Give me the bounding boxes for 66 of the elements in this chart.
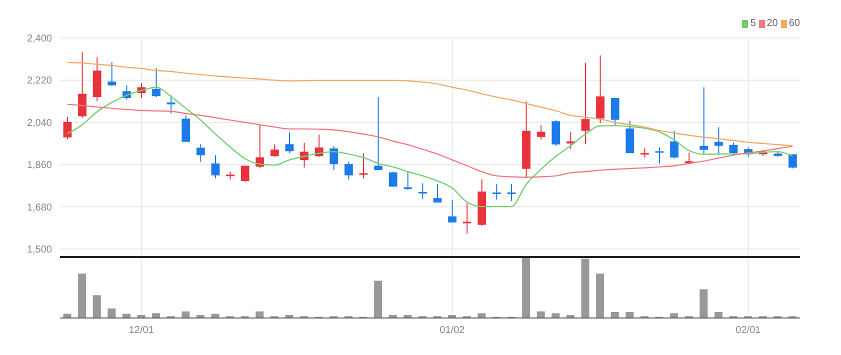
bar [256, 311, 264, 318]
bar [78, 274, 86, 318]
bar [596, 274, 604, 318]
legend-label: 5 [750, 18, 756, 29]
candlestick [596, 54, 604, 124]
candlestick [374, 96, 382, 170]
candlestick [581, 62, 590, 145]
candlestick [240, 165, 250, 182]
x-tick-label: 12/01 [128, 325, 154, 336]
candlestick [78, 52, 86, 118]
bar [374, 280, 382, 318]
candlestick [610, 98, 620, 126]
candlestick [729, 142, 738, 155]
bar [714, 312, 722, 318]
bar [108, 308, 116, 318]
bar [670, 313, 678, 318]
candlestick [285, 132, 294, 154]
bar [552, 313, 560, 318]
bar [581, 258, 590, 318]
y-tick-label: 1,680 [26, 202, 52, 214]
candlestick [404, 171, 412, 190]
candlestick [166, 94, 176, 114]
y-tick-label: 2,220 [26, 76, 52, 87]
legend-label: 20 [766, 18, 778, 29]
bar [152, 313, 160, 318]
candlestick [492, 184, 501, 200]
legend-label: 60 [788, 18, 800, 29]
candlestick [388, 171, 398, 188]
candlestick [182, 114, 190, 142]
candlestick [433, 184, 442, 204]
candlestick [552, 120, 560, 147]
candlestick [152, 68, 160, 98]
y-tick-label: 1,860 [26, 160, 52, 172]
candlestick [700, 86, 708, 155]
y-tick-label: 2,040 [26, 118, 52, 129]
candlestick [196, 144, 205, 162]
candlestick [270, 144, 279, 158]
bar [700, 289, 708, 318]
bar [522, 258, 530, 318]
candlestick [211, 154, 220, 179]
line-series [66, 62, 794, 146]
candlestick [448, 199, 456, 223]
candlestick [536, 124, 546, 140]
candlestick [359, 152, 368, 179]
candlestick [462, 202, 472, 234]
candlestick [788, 154, 797, 169]
bar [536, 311, 545, 318]
candlestick [640, 148, 649, 158]
candlestick [330, 146, 338, 170]
candlestick [418, 182, 427, 200]
bar [610, 312, 619, 318]
candlestick [714, 126, 723, 155]
y-tick-label: 2,400 [26, 34, 52, 45]
bar [626, 312, 634, 318]
x-tick-label: 01/02 [440, 325, 466, 336]
candlestick [344, 161, 353, 180]
candlestick [63, 116, 72, 140]
candlestick [507, 184, 516, 202]
bar [478, 313, 486, 318]
y-tick-label: 1,500 [26, 244, 52, 256]
bar [182, 311, 190, 318]
x-tick-label: 02/01 [736, 325, 762, 336]
candlestick [670, 130, 678, 159]
candlestick [655, 146, 664, 164]
bar [92, 295, 101, 318]
candlestick [108, 62, 116, 86]
